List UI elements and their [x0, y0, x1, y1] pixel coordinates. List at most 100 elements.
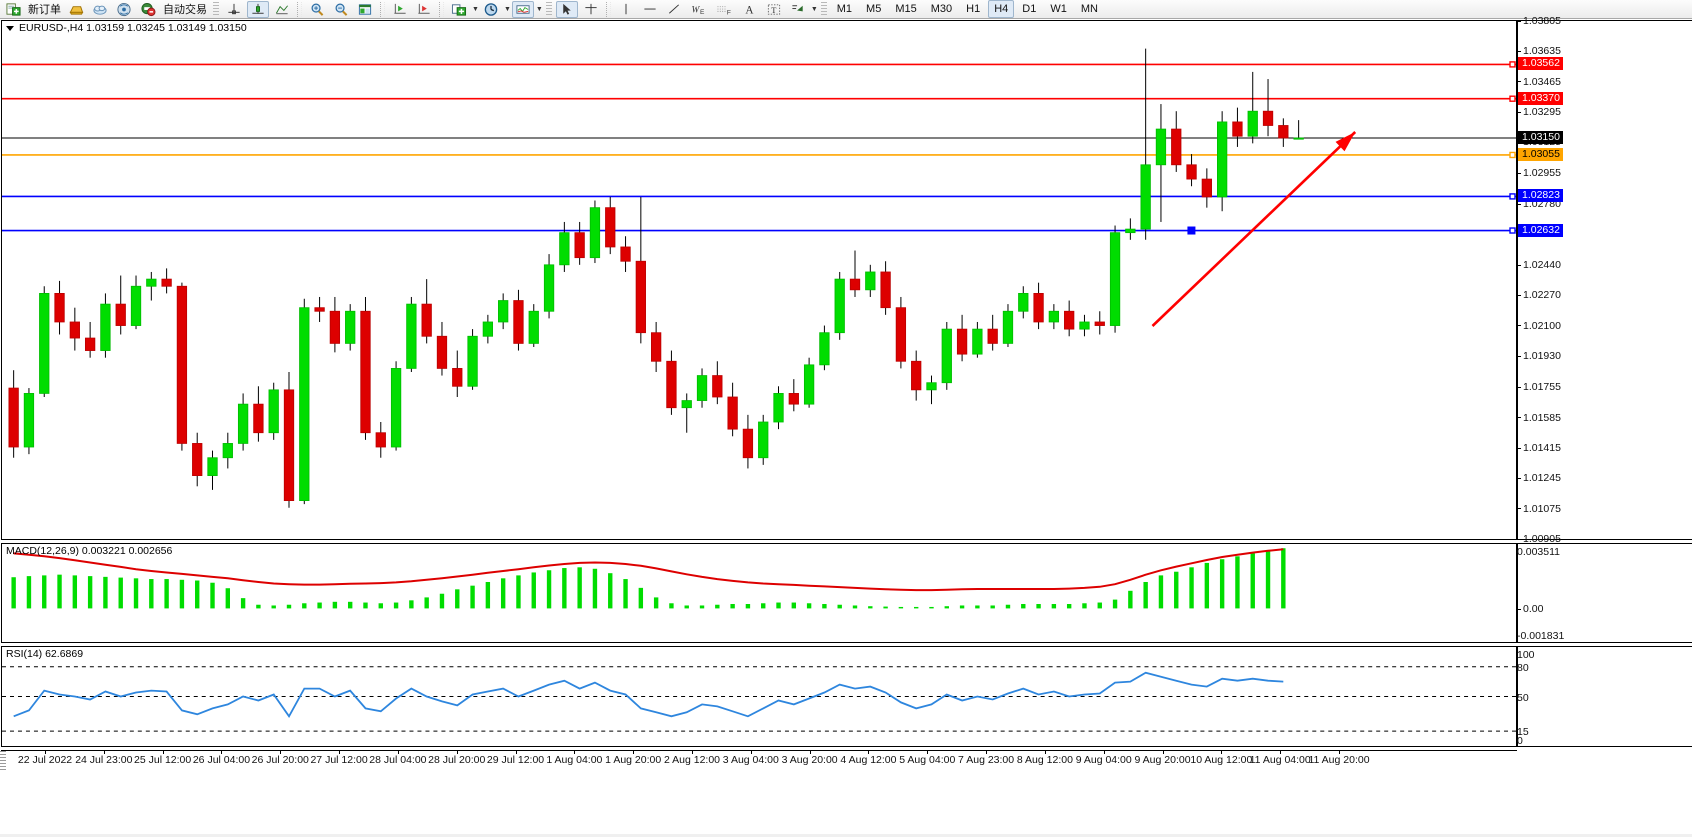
timeframe-m30[interactable]: M30 [930, 3, 953, 15]
time-tick-label: 10 Aug 12:00 [1190, 754, 1253, 766]
chart-scroll-grip[interactable] [0, 751, 6, 771]
vertical-line-icon[interactable] [615, 1, 637, 18]
time-tick-label: 2 Aug 12:00 [663, 754, 721, 766]
price-tick: 1.02100 [1517, 320, 1561, 331]
indicators-icon[interactable] [389, 1, 411, 18]
svg-text:T: T [771, 4, 776, 14]
toolbar-grip-1[interactable] [213, 1, 219, 17]
time-tick-label: 25 Jul 12:00 [134, 754, 192, 766]
signal-icon[interactable] [113, 1, 135, 18]
price-tick: 1.02270 [1517, 290, 1561, 300]
crosshair-tool-icon[interactable] [580, 1, 602, 18]
add-indicator-icon[interactable] [448, 1, 470, 18]
svg-text:E: E [700, 9, 705, 16]
rsi-tick: 15 [1517, 726, 1529, 739]
time-tick-label: 5 Aug 04:00 [899, 754, 956, 766]
text-icon[interactable]: A [739, 1, 761, 18]
price-level-badge-resistance[interactable]: 1.03370 [1518, 91, 1563, 105]
text-label-icon[interactable]: T [763, 1, 785, 18]
crosshair-icon[interactable] [223, 1, 245, 18]
price-tick: 1.01755 [1517, 382, 1561, 392]
time-tick-label: 11 Aug 20:00 [1308, 754, 1370, 766]
price-tick: 1.01930 [1517, 351, 1561, 361]
timeframe-h1[interactable]: H1 [966, 3, 981, 15]
rsi-tick: 100 [1517, 649, 1535, 661]
chart-shape-icon[interactable] [271, 1, 293, 18]
arrows-icon[interactable] [787, 1, 809, 18]
time-tick-label: 24 Jul 23:00 [75, 754, 133, 766]
rsi-pane[interactable]: RSI(14) 62.6869 [1, 646, 1517, 747]
price-level-badge-support[interactable]: 1.02632 [1518, 223, 1563, 237]
time-tick-mark [692, 751, 693, 754]
price-pane[interactable]: EURUSD-,H4 1.03159 1.03245 1.03149 1.031… [1, 20, 1517, 540]
time-tick-mark [515, 751, 517, 754]
trend-arrow-annotation[interactable] [1151, 131, 1357, 327]
tile-windows-icon[interactable] [354, 1, 376, 18]
time-tick-mark [103, 751, 105, 754]
cloud-icon[interactable] [89, 1, 111, 18]
timeframe-group: M1 M5 M15 M30 H1 H4 D1 W1 MN [830, 0, 1105, 18]
chart-menu-caret-icon[interactable] [6, 25, 14, 31]
fibonacci-icon[interactable]: F [713, 1, 737, 18]
horizontal-line-icon[interactable] [639, 1, 661, 18]
time-axis[interactable]: 22 Jul 2022 24 Jul 23:00 25 Jul 12:00 26 Ju… [1, 750, 1517, 772]
toolbar-sep-1 [297, 1, 302, 17]
price-level-badge-current-price[interactable]: 1.03150 [1518, 130, 1563, 144]
trendline-icon[interactable] [663, 1, 685, 18]
time-tick-label: 1 Aug 04:00 [546, 754, 603, 766]
rsi-axis: 100 80 50 15 0 [1517, 646, 1692, 747]
cursor-icon[interactable] [555, 0, 578, 18]
timeframe-w1[interactable]: W1 [1050, 3, 1067, 15]
new-order-label[interactable]: 新订单 [28, 4, 61, 16]
price-level-badge-pivot[interactable]: 1.03055 [1518, 147, 1563, 161]
time-tick-label: 3 Aug 20:00 [781, 754, 838, 766]
time-tick-mark [750, 751, 752, 754]
auto-trading-label[interactable]: 自动交易 [163, 4, 207, 16]
time-tick-label: 7 Aug 23:00 [958, 754, 1015, 766]
price-tick: 1.02955 [1517, 168, 1561, 178]
timeframe-d1[interactable]: D1 [1022, 3, 1037, 15]
timeframe-h4[interactable]: H4 [988, 0, 1015, 18]
price-level-badge-support[interactable]: 1.02823 [1518, 189, 1563, 203]
time-tick-label: 4 Aug 12:00 [840, 754, 897, 766]
time-tick-label: 22 Jul 2022 [17, 754, 73, 766]
periods-caret-icon[interactable]: ▼ [503, 5, 511, 13]
toolbar-grip-2[interactable] [545, 1, 552, 17]
price-level-badge-resistance[interactable]: 1.03562 [1518, 57, 1563, 71]
new-order-icon[interactable] [3, 1, 24, 18]
zoom-out-icon[interactable] [330, 1, 352, 18]
timeframe-mn[interactable]: MN [1080, 3, 1098, 15]
gold-bar-icon[interactable] [65, 1, 87, 18]
chart-area[interactable]: EURUSD-,H4 1.03159 1.03245 1.03149 1.031… [0, 16, 1692, 837]
toolbar-sep-4 [605, 1, 611, 17]
arrows-caret-icon[interactable]: ▼ [810, 5, 818, 13]
timeframe-m15[interactable]: M15 [895, 3, 917, 15]
time-tick-label: 26 Jul 20:00 [251, 754, 309, 766]
price-axis[interactable]: 1.038051.036351.034651.032951.031251.029… [1517, 16, 1692, 544]
periods-clock-icon[interactable] [480, 1, 502, 18]
price-tick: 1.02780 [1517, 199, 1561, 209]
timeframe-m1[interactable]: M1 [836, 3, 853, 15]
bar-chart-icon[interactable] [247, 0, 269, 18]
add-indicator-caret-icon[interactable]: ▼ [472, 5, 479, 13]
timeframe-m5[interactable]: M5 [866, 3, 882, 15]
toolbar-grip-3[interactable] [820, 1, 827, 17]
templates-icon[interactable] [511, 0, 534, 18]
price-tick: 1.03805 [1517, 16, 1561, 26]
price-tick: 1.01415 [1517, 443, 1561, 453]
periods-icon[interactable] [413, 1, 435, 18]
macd-tick: 0.00 [1517, 604, 1543, 615]
auto-trading-icon[interactable] [137, 1, 159, 18]
time-tick-mark [280, 751, 282, 754]
time-tick-mark [1339, 751, 1340, 754]
zoom-in-icon[interactable] [306, 1, 328, 18]
time-tick-label: 1 Aug 20:00 [605, 754, 662, 766]
time-tick-label: 9 Aug 04:00 [1075, 754, 1132, 766]
time-tick-mark [633, 751, 635, 754]
templates-caret-icon[interactable]: ▼ [535, 5, 543, 13]
time-tick-mark [221, 751, 223, 754]
time-tick-mark [339, 751, 341, 754]
price-tick: 1.01075 [1517, 503, 1561, 514]
macd-pane[interactable]: MACD(12,26,9) 0.003221 0.002656 [1, 543, 1517, 643]
